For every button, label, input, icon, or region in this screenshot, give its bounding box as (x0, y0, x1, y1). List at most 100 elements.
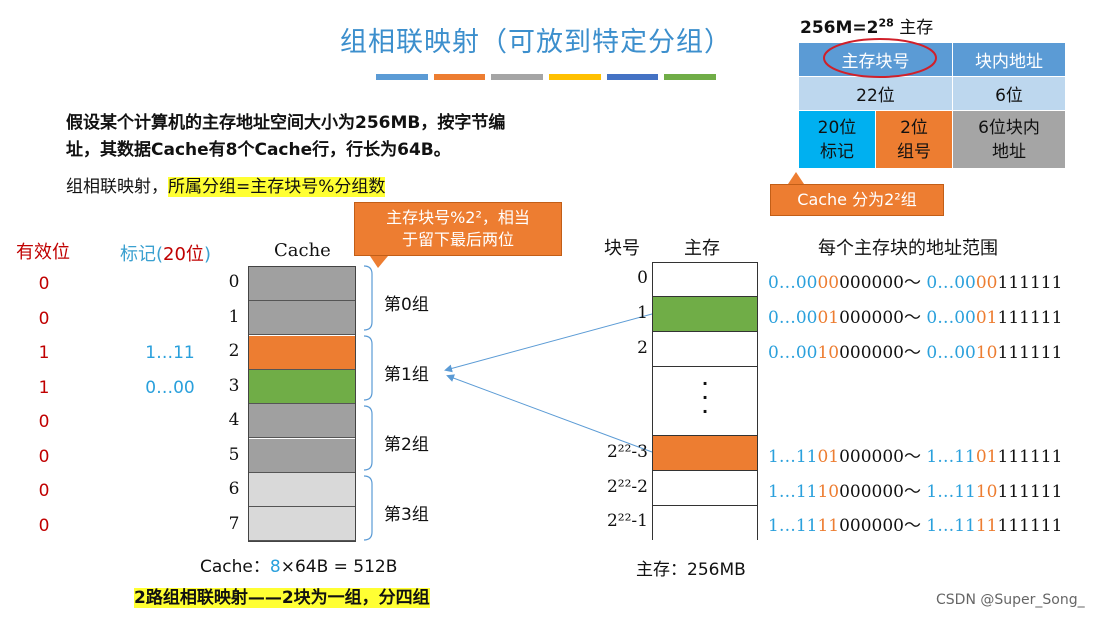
cache-line (249, 404, 355, 439)
address-segment: 0…00 (768, 307, 818, 328)
cache-line (249, 438, 355, 473)
group-2-bracket (363, 405, 373, 471)
valid-bit: 0 (38, 274, 50, 294)
memory-size-note: 256M=228 主存 (800, 13, 933, 38)
callout-pointer (370, 256, 388, 268)
valid-bit: 0 (38, 481, 50, 501)
conclusion-text: 2路组相联映射——2块为一组，分四组 (134, 588, 430, 608)
address-segment: 1…11 (926, 481, 976, 502)
tag-bits-field: 20位 标记 (798, 110, 876, 169)
address-segment: 01 (817, 307, 840, 328)
address-segment: 10 (817, 481, 840, 502)
conclusion: 2路组相联映射——2块为一组，分四组 (134, 583, 430, 608)
address-segment: 11 (975, 516, 998, 536)
offset-field: 块内地址 (952, 42, 1066, 77)
memory-gap: · · · (653, 367, 757, 436)
cache-summary-suffix: ×64B = 512B (280, 557, 398, 577)
cache-table (248, 266, 356, 542)
valid-bit: 0 (38, 515, 50, 536)
title-bar-segment-4 (606, 74, 659, 80)
title-bar-segment-0 (376, 74, 428, 80)
valid-bit-header: 有效位 (16, 242, 70, 263)
address-segment: 1…11 (926, 516, 976, 536)
valid-bit: 0 (38, 446, 50, 467)
memory-block (653, 297, 757, 332)
cache-line (249, 472, 355, 507)
tag-header: 标记(20位) (120, 240, 211, 266)
offset-bits: 6位 (952, 76, 1066, 111)
block-address-range: 1…1101000000～ 1…1101111111 (768, 442, 1062, 467)
tag-header-prefix: 标记( (120, 244, 164, 265)
block-number: 0 (637, 268, 648, 288)
address-segment: 01 (975, 446, 998, 467)
group-3-label: 第3组 (384, 505, 429, 525)
address-segment: 10 (975, 342, 998, 363)
address-segment: 01 (975, 307, 998, 328)
address-segment: 111111 (997, 273, 1063, 293)
problem-line-1: 假设某个计算机的主存地址空间大小为256MB，按字节编 (66, 113, 506, 133)
address-segment: 0…00 (926, 273, 976, 293)
cache-line (249, 267, 355, 301)
cache-line-index: 0 (228, 272, 240, 292)
memory-block (653, 436, 757, 471)
title-bar-segment-3 (549, 74, 601, 80)
address-segment: 00 (975, 273, 998, 293)
address-segment: 0…00 (768, 342, 818, 363)
problem-line-2: 址，其数据Cache有8个Cache行，行长为64B。 (66, 140, 451, 160)
cache-size-summary: Cache：8×64B = 512B (200, 552, 397, 577)
memory-size-note-prefix: 256M=2 (800, 18, 879, 38)
address-segment: 01 (817, 446, 840, 467)
memory-block (653, 332, 757, 367)
address-segment: 10 (817, 342, 840, 363)
address-segment: 000000～ (839, 481, 927, 502)
arrow-block-n3-to-group-1 (446, 374, 653, 453)
cache-line-index: 7 (228, 513, 240, 534)
block-bits: 22位 (798, 76, 953, 111)
rule-prefix: 组相联映射， (66, 177, 168, 197)
address-segment: 111111 (997, 342, 1063, 363)
cache-header: Cache (274, 240, 331, 261)
block-address-range: 1…1110000000～ 1…1110111111 (768, 477, 1062, 502)
valid-bit: 1 (38, 377, 50, 398)
memory-table: · · · (652, 262, 758, 540)
block-number: 2²²-1 (606, 511, 648, 531)
address-segment: 1…11 (926, 446, 976, 467)
memory-block (653, 263, 757, 297)
address-segment: 00 (817, 273, 840, 293)
title-bar-segment-1 (433, 74, 486, 80)
memory-block (653, 471, 757, 506)
cache-note-pointer (788, 172, 804, 184)
cache-line-index: 4 (228, 410, 240, 430)
cache-line-index: 2 (228, 341, 240, 361)
group-brackets (363, 265, 373, 541)
title-bar-segment-5 (664, 74, 717, 80)
block-number: 2²²-3 (606, 441, 648, 462)
group-3-bracket (363, 475, 373, 541)
cache-line-index: 6 (228, 479, 240, 499)
cache-line-index: 5 (228, 444, 240, 465)
address-segment: 11 (817, 516, 840, 536)
address-segment: 111111 (997, 446, 1063, 467)
block-number-circle (823, 38, 937, 78)
group-1-label: 第1组 (384, 365, 429, 385)
offset-bits-field: 6位块内 地址 (952, 110, 1066, 169)
watermark: CSDN @Super_Song_ (936, 592, 1085, 608)
address-segment: 1…11 (768, 481, 818, 502)
arrow-block-1-to-group-1 (444, 313, 653, 373)
callout-line-2: 于留下最后两位 (401, 230, 514, 249)
address-segment: 10 (975, 481, 998, 502)
modulo-callout: 主存块号%2²，相当 于留下最后两位 (354, 202, 562, 256)
cache-line-index: 1 (228, 306, 240, 327)
cache-summary-prefix: Cache： (200, 557, 270, 577)
memory-block (653, 506, 757, 540)
block-address-range: 0…0010000000～ 0…0010111111 (768, 338, 1062, 363)
block-address-range: 0…0000000000～ 0…0000111111 (768, 268, 1062, 293)
memory-header: 主存 (684, 238, 720, 259)
memory-size-summary: 主存：256MB (636, 560, 746, 580)
cache-line (249, 301, 355, 336)
address-segment: 111111 (997, 481, 1063, 502)
callout-line-1: 主存块号%2²，相当 (386, 208, 530, 227)
cache-line-index: 3 (228, 375, 240, 396)
cache-line (249, 335, 355, 370)
